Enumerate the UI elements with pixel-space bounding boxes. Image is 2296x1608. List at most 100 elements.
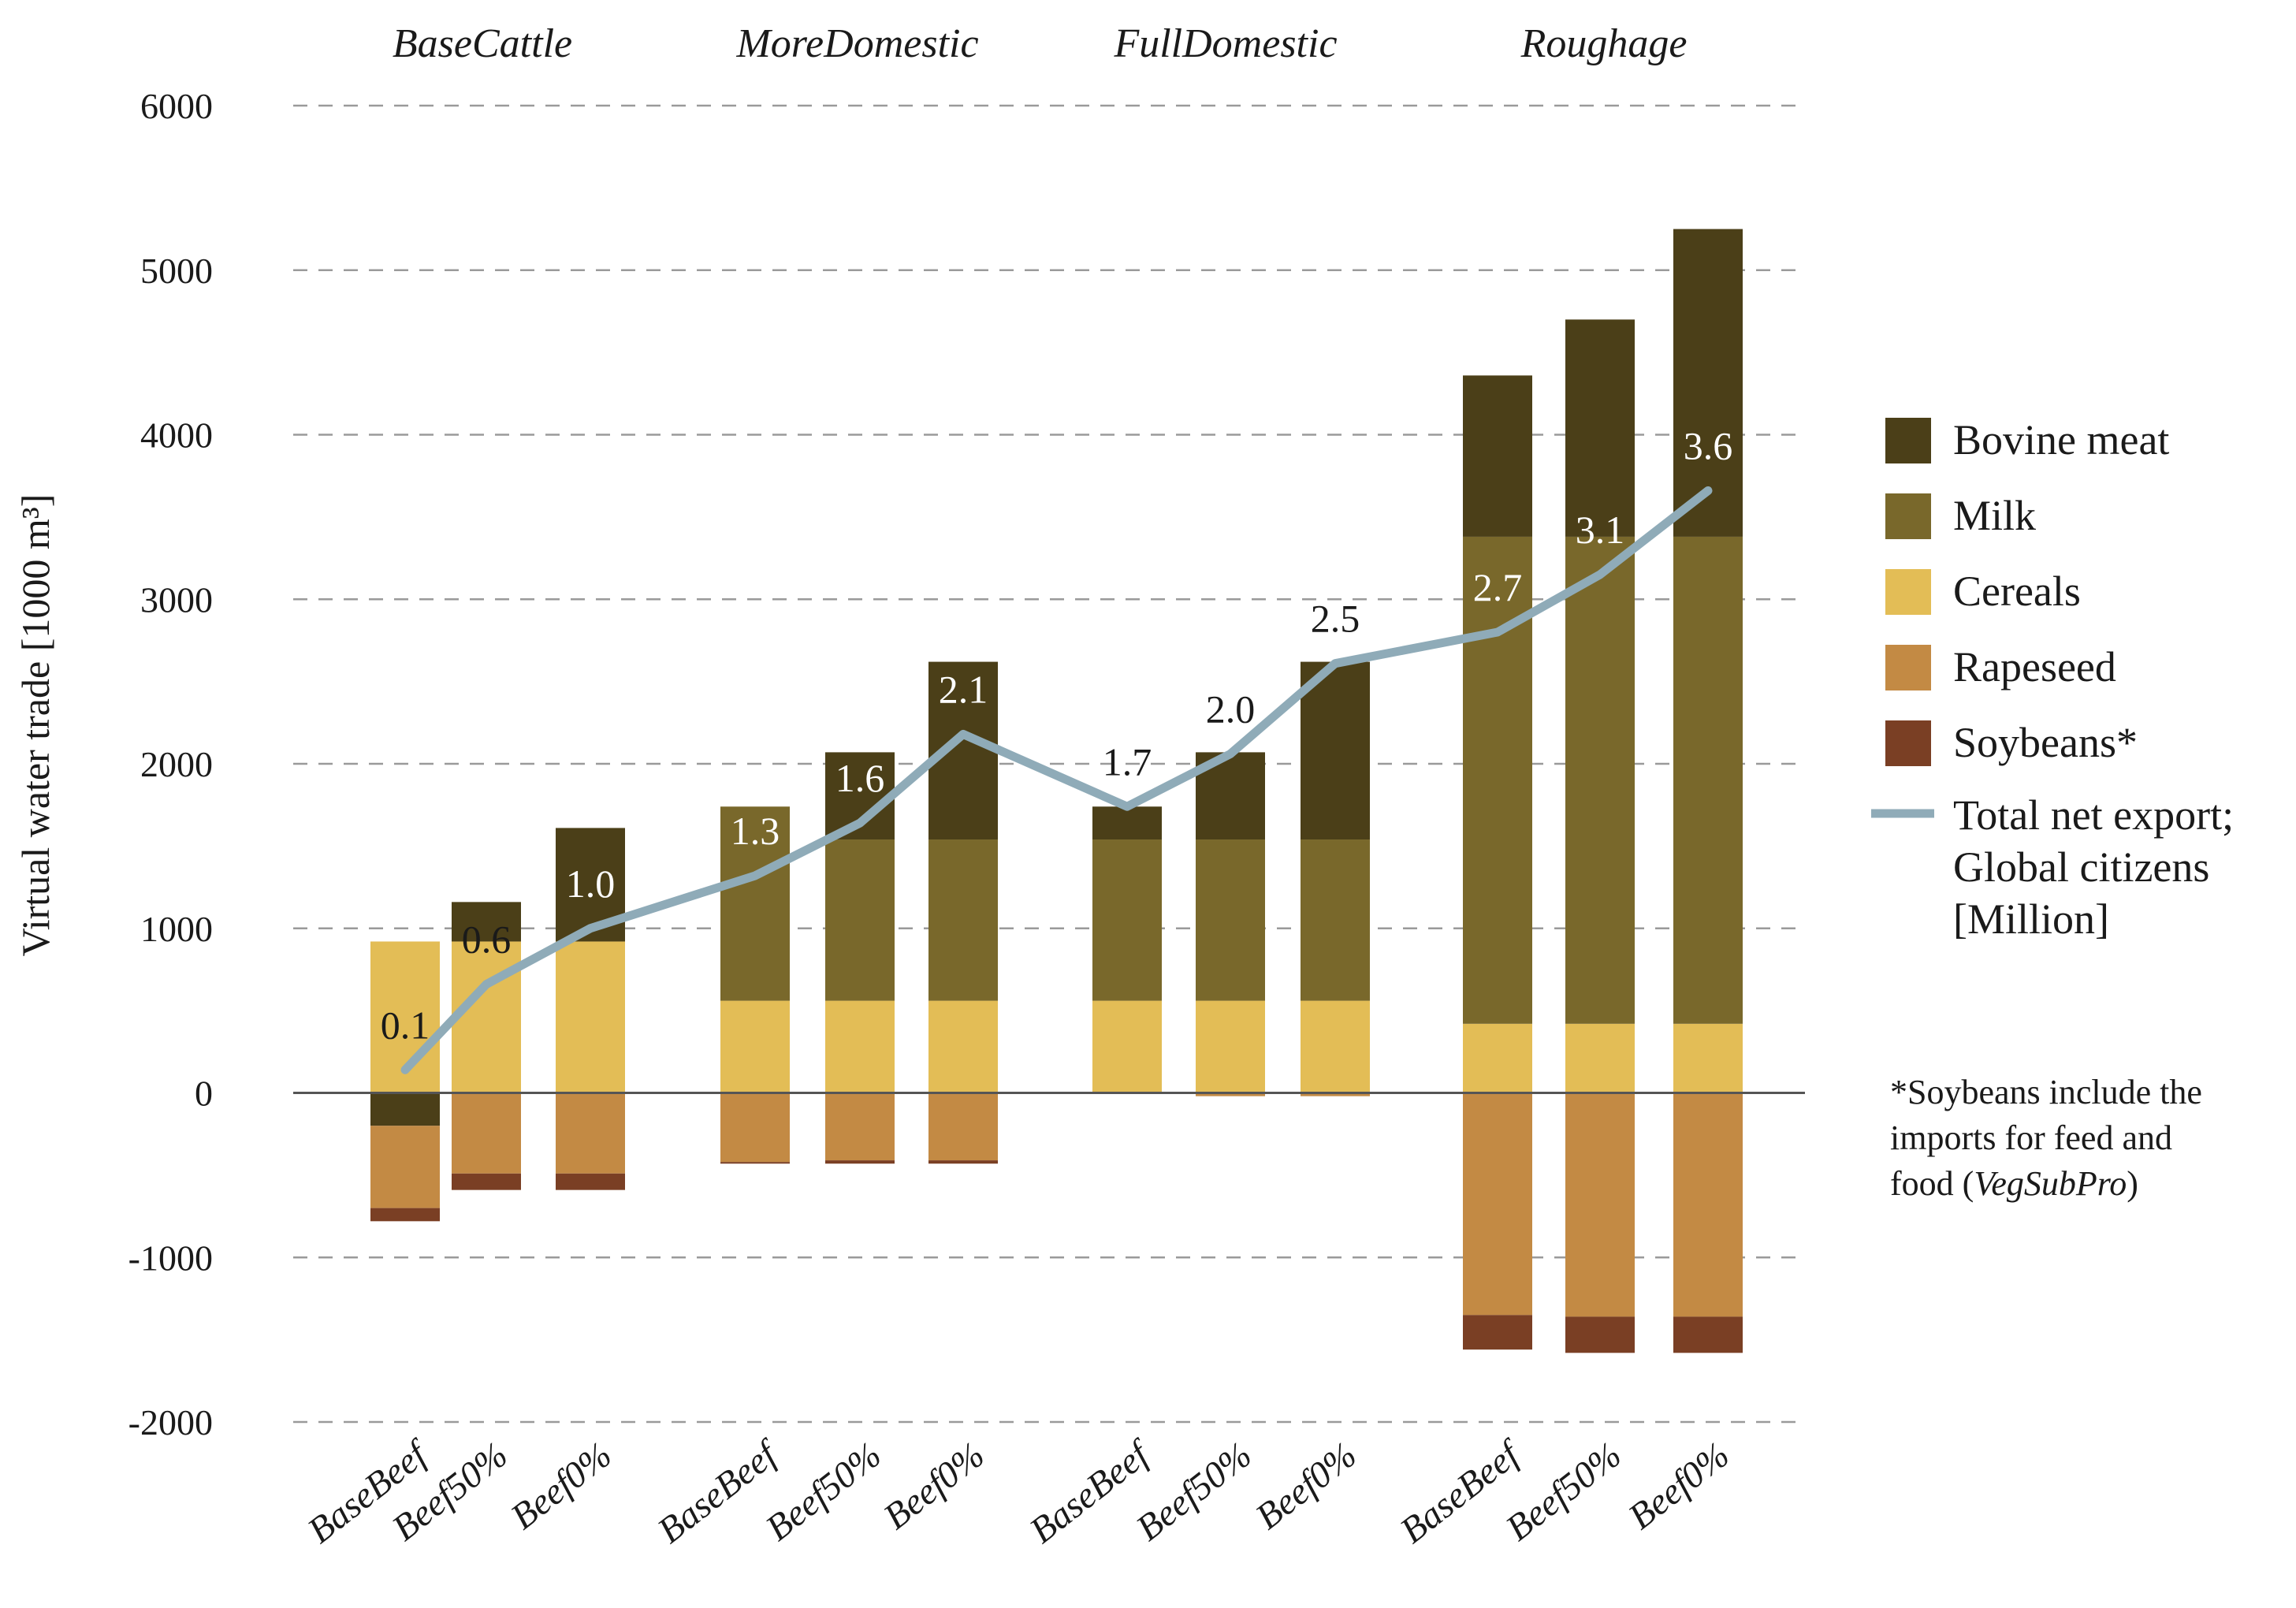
bar-segment-bovine-meat	[1565, 319, 1635, 537]
bar-segment-rapeseed	[556, 1092, 625, 1174]
y-tick-label: 3000	[140, 579, 213, 620]
group-title-basecattle: BaseCattle	[393, 21, 572, 66]
bar-segment-cereals	[1463, 1023, 1532, 1093]
legend-label-total-net-export: Global citizens	[1953, 843, 2209, 891]
x-tick-label: Beef0%	[1248, 1435, 1364, 1538]
legend-swatch-milk	[1885, 493, 1931, 539]
bar-segment-rapeseed	[720, 1092, 790, 1163]
bar-segment-milk	[825, 839, 895, 1001]
bar-segment-rapeseed	[928, 1092, 998, 1161]
y-tick-label: -1000	[128, 1238, 213, 1278]
legend-swatch-cereals	[1885, 569, 1931, 615]
bar-segment-rapeseed	[1673, 1092, 1743, 1317]
y-axis-label: Virtual water trade [1000 m³]	[13, 494, 58, 957]
bar-segment-milk	[1092, 839, 1162, 1001]
footnote-line: imports for feed and	[1890, 1119, 2172, 1157]
data-label: 0.6	[462, 918, 512, 962]
bar-segment-cereals	[720, 1000, 790, 1093]
bar-segment-milk	[720, 806, 790, 1001]
legend-label-total-net-export: Total net export;	[1953, 791, 2234, 839]
y-tick-label: 5000	[140, 251, 213, 291]
data-label: 1.7	[1103, 739, 1152, 784]
bar-segment-rapeseed	[370, 1126, 440, 1208]
bar-segment-rapeseed	[1196, 1092, 1265, 1096]
bar-segment-cereals	[1301, 1000, 1370, 1093]
x-tick-label: BaseBeef	[1393, 1431, 1530, 1551]
group-title-fulldomestic: FullDomestic	[1113, 21, 1337, 66]
footnote-line: *Soybeans include the	[1890, 1073, 2202, 1111]
bar-segment-soybeans	[1463, 1315, 1532, 1350]
legend-label-rapeseed: Rapeseed	[1953, 643, 2116, 690]
bar-segment-cereals	[1673, 1023, 1743, 1093]
bar-segment-milk	[1196, 839, 1265, 1001]
legend-label-milk: Milk	[1953, 492, 2036, 539]
y-axis-ticks: 6000 5000 4000 3000 2000 1000 0 -1000 -2000	[128, 86, 213, 1442]
bar-segment-cereals	[1565, 1023, 1635, 1093]
bar-segment-rapeseed	[1301, 1092, 1370, 1096]
x-tick-label: Beef50%	[758, 1435, 889, 1549]
data-label: 1.0	[566, 862, 616, 906]
bar-segment-bovine-meat	[1092, 806, 1162, 840]
legend-label-cereals: Cereals	[1953, 568, 2081, 615]
y-tick-label: 1000	[140, 909, 213, 949]
bar-segment-soybeans	[556, 1173, 625, 1190]
legend-swatch-soybeans	[1885, 720, 1931, 766]
bar-segment-milk	[1301, 839, 1370, 1001]
bar-segment-soybeans	[1565, 1316, 1635, 1353]
data-label: 3.1	[1576, 508, 1625, 552]
group-title-moredomestic: MoreDomestic	[735, 21, 978, 66]
bar-segment-rapeseed	[452, 1092, 521, 1174]
x-tick-label: Beef0%	[504, 1435, 620, 1538]
bar-segment-rapeseed	[1463, 1092, 1532, 1316]
bar-segment-rapeseed	[825, 1092, 895, 1161]
legend-label-soybeans: Soybeans*	[1953, 719, 2138, 766]
bar-segment-rapeseed	[1565, 1092, 1635, 1317]
stacked-bars	[370, 229, 1743, 1353]
legend-label-total-net-export: [Million]	[1953, 895, 2109, 943]
group-title-roughage: Roughage	[1520, 21, 1688, 66]
data-label: 2.5	[1311, 597, 1360, 641]
bar-segment-bovine-meat	[452, 902, 521, 942]
bar-segment-soybeans	[1673, 1316, 1743, 1353]
bar-segment-cereals	[1092, 1000, 1162, 1093]
bar-segment-soybeans	[720, 1162, 790, 1164]
y-tick-label: 4000	[140, 415, 213, 456]
bar-segment-bovine-meat	[1673, 229, 1743, 537]
legend-label-bovine-meat: Bovine meat	[1953, 416, 2169, 463]
bar-segment-soybeans	[928, 1160, 998, 1164]
data-label: 2.7	[1473, 565, 1523, 609]
bar-segment-milk	[1463, 536, 1532, 1024]
y-tick-label: 0	[195, 1074, 213, 1114]
bar-segment-milk	[928, 839, 998, 1001]
bar-segment-bovine-meat	[1463, 375, 1532, 537]
data-label: 0.1	[381, 1003, 430, 1047]
bar-segment-milk	[1673, 536, 1743, 1024]
soybeans-footnote: *Soybeans include the imports for feed an…	[1890, 1073, 2202, 1203]
bar-segment-soybeans	[370, 1208, 440, 1222]
group-titles: BaseCattle MoreDomestic FullDomestic Rougha…	[393, 21, 1688, 66]
data-label: 1.3	[731, 809, 780, 853]
total-net-export-series-line	[400, 486, 1713, 1074]
y-tick-label: -2000	[128, 1402, 213, 1442]
legend-swatch-bovine-meat	[1885, 418, 1931, 463]
total-net-export-line: 0.1 0.6 1.0 1.3 1.6 2.1 1.7 2.0 2.5 2.7 3.1 3.6	[381, 423, 1732, 1074]
legend-swatch-rapeseed	[1885, 645, 1931, 690]
bar-segment-cereals	[452, 941, 521, 1093]
x-tick-label: Beef0%	[1621, 1435, 1737, 1538]
bar-segment-cereals	[825, 1000, 895, 1093]
legend: Bovine meat Milk Cereals Rapeseed Soybeans* T…	[1871, 416, 2234, 943]
bar-segment-milk	[1565, 536, 1635, 1024]
bar-segment-cereals	[556, 941, 625, 1093]
data-label: 2.0	[1206, 687, 1256, 731]
bar-segment-cereals	[928, 1000, 998, 1093]
y-tick-label: 2000	[140, 744, 213, 784]
bar-segment-cereals	[1196, 1000, 1265, 1093]
x-tick-label: Beef50%	[1498, 1435, 1629, 1549]
y-tick-label: 6000	[140, 86, 213, 126]
footnote-line: food (VegSubPro)	[1890, 1164, 2138, 1203]
data-label: 2.1	[939, 667, 988, 711]
bar-segment-bovine-meat	[370, 1092, 440, 1126]
x-tick-label: BaseBeef	[1022, 1431, 1159, 1551]
